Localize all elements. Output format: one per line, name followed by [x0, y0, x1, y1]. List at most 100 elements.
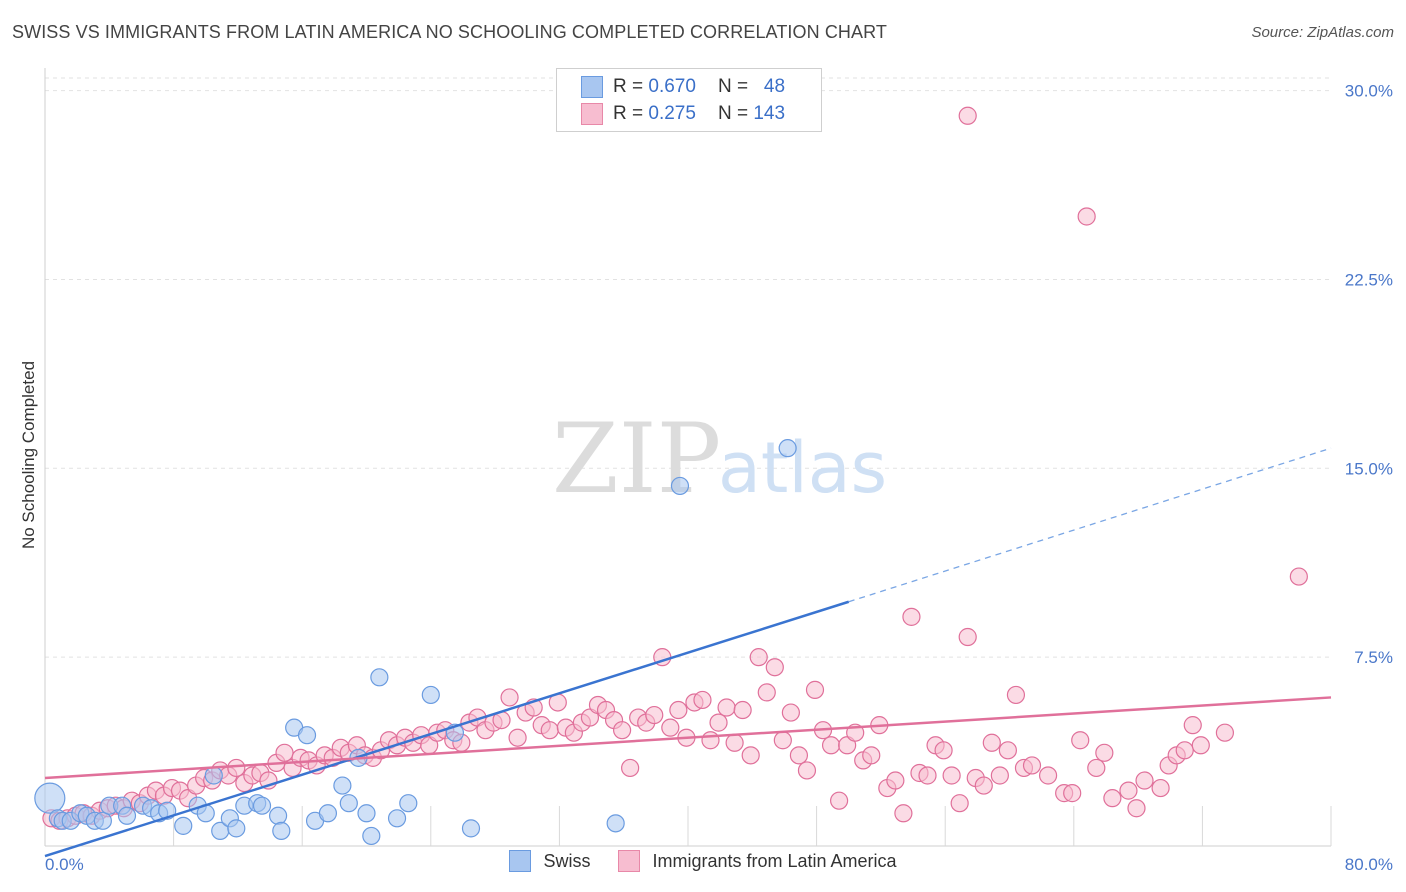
latin-america-point	[621, 758, 640, 778]
latin-america-point	[1087, 758, 1106, 778]
latin-america-point	[661, 718, 680, 737]
legend-n-label: N =	[717, 103, 749, 124]
latin-america-point	[645, 705, 664, 725]
y-tick-label: 22.5%	[1345, 270, 1393, 289]
swiss-point	[362, 826, 381, 846]
swiss-point	[339, 794, 358, 813]
latin-america-point	[1038, 766, 1058, 785]
stats-legend: R = 0.670 N = 48 R = 0.275 N = 143	[556, 68, 822, 132]
watermark-atlas: atlas	[718, 427, 887, 509]
latin-america-point	[789, 746, 809, 765]
latin-america-point	[934, 741, 953, 760]
watermark-zip: ZIP	[552, 403, 721, 515]
latin-america-point	[1289, 567, 1308, 586]
latin-america-point	[1175, 741, 1194, 760]
latin-america-point	[902, 607, 921, 626]
latin-america-point	[950, 794, 969, 813]
x-tick-label: 80.0%	[1345, 855, 1393, 874]
latin-america-point	[958, 627, 977, 647]
legend-row-swiss: R = 0.670 N = 48	[581, 74, 785, 100]
swiss-point	[93, 811, 112, 830]
x-tick-label: 0.0%	[45, 855, 84, 874]
y-axis-label: No Schooling Completed	[19, 361, 38, 549]
legend-swatch-latin-america	[618, 850, 641, 872]
swiss-point	[34, 782, 66, 814]
legend-label-swiss: Swiss	[543, 850, 591, 871]
swiss-point	[461, 819, 481, 838]
swiss-point	[606, 814, 625, 833]
latin-america-point	[1095, 743, 1114, 762]
latin-america-point	[757, 683, 776, 702]
latin-america-point	[982, 733, 1001, 752]
legend-swatch-swiss	[581, 76, 603, 98]
latin-america-point	[886, 771, 905, 790]
swiss-point	[778, 439, 797, 458]
latin-america-point	[733, 700, 752, 720]
axes	[44, 68, 1332, 847]
swiss-trend-extension	[848, 447, 1332, 603]
swiss-point	[272, 821, 291, 840]
latin-america-point	[709, 713, 728, 732]
latin-america-point	[1119, 781, 1138, 800]
swiss-trend-line	[44, 600, 850, 858]
latin-america-point	[862, 746, 881, 765]
legend-row-latin-america: R = 0.275 N = 143	[581, 101, 785, 127]
y-tick-label: 30.0%	[1345, 82, 1393, 101]
latin-america-point	[974, 776, 993, 795]
swiss-point	[297, 726, 317, 745]
latin-america-point	[749, 648, 768, 667]
swiss-point	[268, 806, 288, 825]
swiss-point	[670, 476, 690, 496]
legend-item-swiss: Swiss	[509, 850, 590, 872]
latin-america-point	[821, 736, 841, 755]
legend-r-value-swiss: 0.670	[648, 76, 696, 97]
latin-america-point	[500, 688, 519, 707]
legend-swatch-latin-america	[581, 103, 603, 125]
latin-america-point	[725, 733, 744, 752]
swiss-point	[204, 766, 223, 785]
latin-america-point	[1135, 771, 1154, 790]
latin-america-point	[1071, 731, 1090, 750]
latin-america-point	[958, 106, 977, 125]
latin-america-point	[894, 804, 913, 823]
latin-america-point	[540, 721, 559, 740]
latin-america-point	[1077, 207, 1096, 226]
latin-america-point	[990, 766, 1009, 785]
swiss-point	[252, 796, 272, 815]
legend-r-value-latin-america: 0.275	[648, 103, 696, 124]
y-tick-label: 7.5%	[1354, 648, 1393, 667]
latin-america-point	[773, 731, 792, 750]
legend-n-value-swiss: 48	[763, 76, 786, 97]
latin-america-point	[701, 731, 720, 750]
swiss-point	[318, 804, 338, 823]
latin-america-point	[918, 766, 937, 785]
swiss-point	[333, 776, 352, 795]
swiss-point	[421, 685, 440, 705]
latin-america-point	[1063, 784, 1082, 803]
latin-america-point	[227, 758, 246, 778]
legend-label-latin-america: Immigrants from Latin America	[652, 850, 897, 871]
latin-america-point	[717, 698, 736, 717]
latin-america-point	[669, 700, 688, 720]
swiss-point	[357, 804, 376, 823]
swiss-point	[399, 794, 418, 813]
swiss-point	[227, 819, 246, 838]
latin-america-point	[1022, 756, 1042, 775]
swiss-point	[370, 668, 389, 687]
trend-lines	[44, 447, 1332, 858]
legend-r-label: R =	[613, 103, 644, 124]
latin-america-point	[942, 766, 961, 785]
swiss-point	[174, 816, 193, 835]
latin-america-point	[805, 680, 825, 699]
latin-america-point	[612, 721, 632, 740]
swiss-point	[387, 809, 407, 828]
legend-n-value-latin-america: 143	[753, 103, 786, 124]
latin-america-point	[1183, 716, 1202, 735]
latin-america-point	[1151, 778, 1170, 798]
legend-item-latin-america: Immigrants from Latin America	[618, 850, 897, 872]
legend-r-label: R =	[613, 76, 644, 97]
latin-america-point	[797, 761, 817, 780]
y-tick-label: 15.0%	[1345, 459, 1393, 478]
latin-america-point	[830, 791, 849, 810]
